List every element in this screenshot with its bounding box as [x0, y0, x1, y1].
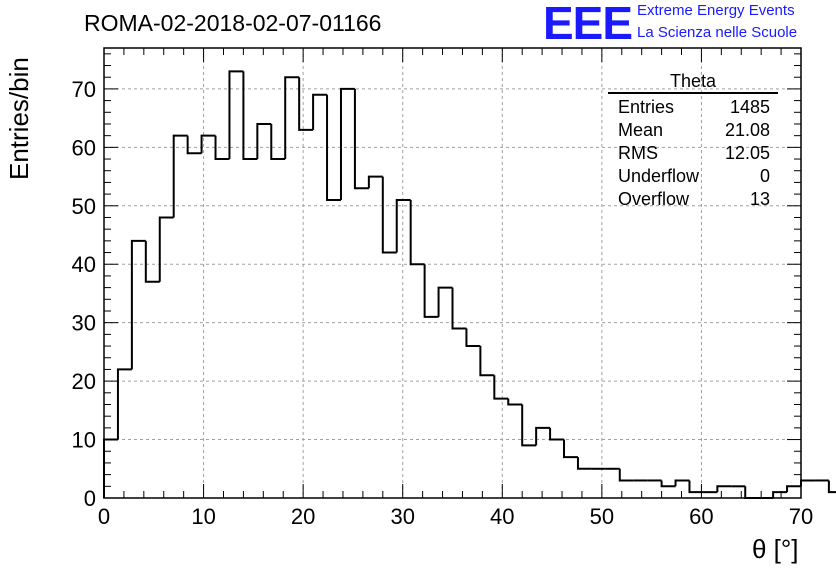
y-axis-label: Entries/bin: [4, 57, 34, 180]
histogram-bin: [256, 122, 272, 160]
y-tick-label: 50: [72, 194, 96, 219]
stats-row-overflow: Overflow 13: [608, 188, 778, 211]
stats-value: 0: [759, 166, 770, 186]
histogram-bin: [772, 491, 788, 498]
histogram-bin: [270, 123, 286, 161]
stats-row-entries: Entries 1485: [608, 96, 778, 119]
stats-label: Underflow: [618, 166, 700, 186]
stats-value: 21.08: [724, 120, 770, 140]
stats-row-underflow: Underflow 0: [608, 165, 778, 188]
histogram-bin: [339, 87, 355, 200]
x-tick-label: 60: [689, 504, 713, 529]
x-tick-label: 30: [390, 504, 414, 529]
histogram-bin: [437, 286, 453, 317]
histogram-bin: [144, 240, 160, 283]
y-tick-label: 60: [72, 135, 96, 160]
histogram-bin: [200, 134, 216, 154]
stats-value: 13: [749, 189, 770, 209]
y-tick-label: 10: [72, 428, 96, 453]
plot-frame: [103, 47, 802, 499]
y-tick-label: 0: [84, 486, 96, 511]
logo-line-1: Extreme Energy Events: [637, 2, 795, 19]
stats-label: RMS: [618, 143, 658, 163]
histogram-bin: [465, 328, 481, 348]
histogram-bin: [381, 176, 397, 254]
histogram-bin: [103, 438, 118, 498]
histogram-bin: [507, 398, 523, 406]
histogram-bin: [228, 70, 244, 160]
histogram-bin: [298, 77, 314, 131]
histogram-bin: [214, 135, 230, 161]
histogram-bin: [242, 71, 258, 161]
histogram-bin: [312, 93, 328, 130]
histogram-bin: [660, 480, 676, 488]
x-tick-label: 0: [98, 504, 110, 529]
stats-value: 1485: [729, 97, 770, 117]
histogram-bin: [116, 368, 132, 440]
histogram-bin: [367, 175, 383, 189]
histogram-bin: [563, 439, 578, 459]
stats-row-rms: RMS 12.05: [608, 142, 778, 165]
stats-label: Entries: [618, 97, 675, 117]
chart-title: ROMA-02-2018-02-07-01166: [84, 10, 382, 36]
stats-title: Theta: [608, 72, 778, 94]
histogram-bin: [688, 480, 704, 494]
histogram-bin: [158, 216, 174, 282]
histogram-bin: [172, 134, 188, 218]
histogram-bin: [786, 485, 801, 493]
y-tick-label: 30: [72, 311, 96, 336]
stats-box: Theta Entries 1485 Mean 21.08 RMS 12.05 …: [608, 72, 778, 211]
stats-label: Overflow: [618, 189, 690, 209]
stats-value: 12.05: [724, 143, 770, 163]
y-tick-label: 70: [72, 77, 96, 102]
x-tick-label: 10: [191, 504, 215, 529]
x-axis-label: θ [°]: [752, 534, 799, 564]
stats-label: Mean: [618, 120, 664, 140]
histogram-bin: [521, 404, 537, 447]
eee-logo: EEE: [543, 0, 633, 49]
histogram-bin: [186, 135, 202, 155]
histogram-bin: [130, 239, 146, 370]
histogram-bin: [395, 198, 411, 253]
histogram-bin: [535, 426, 551, 446]
histogram-bin: [451, 287, 467, 330]
histogram-bin: [827, 480, 836, 494]
histogram-bin: [284, 76, 300, 160]
histogram-bin: [716, 485, 732, 493]
x-tick-label: 20: [291, 504, 315, 529]
histogram-bin: [326, 94, 341, 201]
histogram-bin: [744, 486, 760, 499]
histogram-bin: [674, 479, 690, 487]
y-tick-label: 20: [72, 369, 96, 394]
histogram-bin: [353, 88, 369, 190]
logo-line-2: La Scienza nelle Scuole: [637, 24, 798, 41]
histogram-bin: [423, 264, 439, 318]
histogram-bin: [479, 346, 495, 377]
histogram-bin: [576, 457, 592, 470]
x-tick-label: 70: [789, 504, 813, 529]
histogram-bin: [549, 427, 565, 441]
x-tick-label: 50: [590, 504, 614, 529]
histogram-bin: [493, 375, 509, 400]
y-tick-label: 40: [72, 252, 96, 277]
x-tick-label: 40: [490, 504, 514, 529]
histogram-bin: [618, 468, 634, 482]
histogram-bin: [800, 479, 815, 487]
stats-row-mean: Mean 21.08: [608, 119, 778, 142]
histogram-bin: [409, 199, 425, 266]
